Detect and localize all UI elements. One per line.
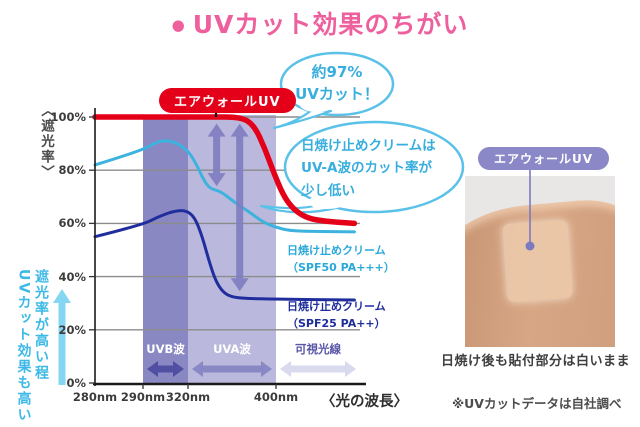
band-label: 可視光線 (295, 342, 341, 356)
bubble2-line2: UV-A波のカット率が (301, 160, 432, 177)
bubble-sunscreen-text: 日焼け止めクリームは UV-A波のカット率が 少し低い (301, 135, 461, 202)
spf50-series-label: 日焼け止めクリーム （SPF50 PA+++） (287, 243, 395, 276)
y-axis-title: 〈遮光率〉 (38, 103, 54, 181)
photo-caption: 日焼け後も貼付部分は白いまま (441, 354, 631, 369)
footnote: ※UVカットデータは自社調べ (452, 396, 622, 411)
y-tick-label: 40% (58, 269, 86, 284)
x-tick-label: 320nm (165, 390, 211, 404)
y-tick-label: 100% (50, 110, 86, 124)
bubble1-line2: UVカット！ (295, 84, 379, 103)
y-tick-label: 80% (58, 163, 86, 178)
band-label: UVB波 (146, 342, 185, 356)
spf25-label-line2: （SPF25 PA++） (287, 316, 386, 330)
y-axis-note: 遮光率が高い程 UVカット効果も高い (14, 269, 50, 424)
airwall-photo-tag: エアウォールUV (478, 147, 610, 170)
spf50-label-line1: 日焼け止めクリーム (287, 244, 386, 257)
page-title-text: UVカット効果のちがい (192, 10, 469, 39)
spf50-label-line2: （SPF50 PA+++） (287, 260, 395, 274)
note-column1: 遮光率が高い程 (33, 269, 49, 381)
x-tick-label: 290nm (120, 390, 166, 404)
x-tick-label: 280nm (72, 390, 118, 404)
x-tick-label: 400nm (253, 390, 299, 404)
bubble2-line3: 少し低い (301, 182, 355, 199)
y-tick-label: 20% (58, 322, 86, 337)
bubble1-line1: 約97% (311, 63, 363, 81)
airwall-line-label: エアウォールUV (159, 88, 296, 113)
page-title: ● UVカット効果のちがい (0, 5, 640, 41)
spf25-label-line1: 日焼け止めクリーム (287, 300, 386, 313)
x-axis-title: 〈光の波長〉 (321, 394, 408, 410)
skin-photo (465, 176, 615, 347)
bubble-97percent-text: 約97% UVカット！ (284, 62, 390, 106)
bubble2-line1: 日焼け止めクリームは (301, 138, 436, 154)
bullet-icon: ● (171, 16, 186, 34)
y-tick-label: 60% (58, 216, 86, 231)
note-column2: UVカット効果も高い (15, 269, 32, 424)
y-tick-label: 0% (66, 376, 86, 390)
spf25-series-label: 日焼け止めクリーム （SPF25 PA++） (287, 299, 386, 332)
band-label: UVA波 (213, 342, 251, 356)
